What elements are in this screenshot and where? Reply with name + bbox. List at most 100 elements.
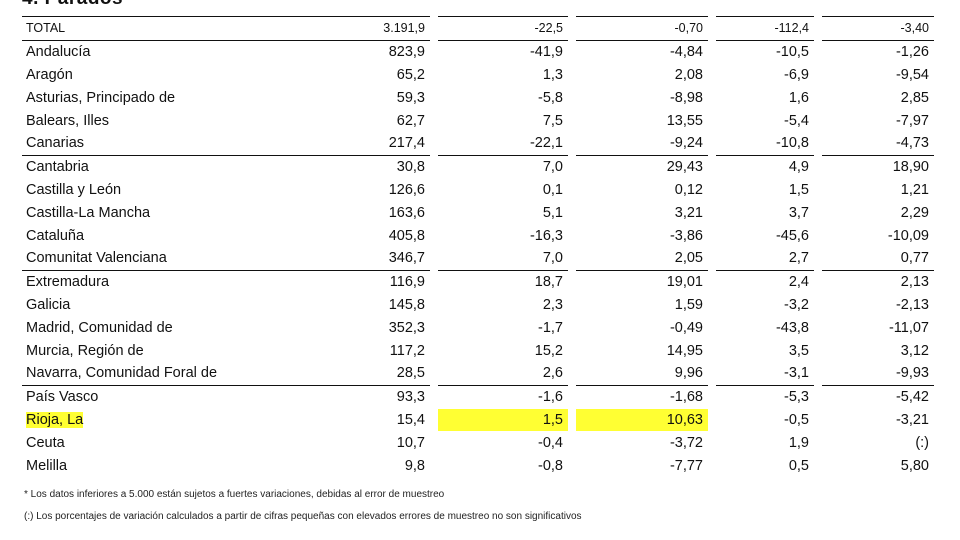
region-name: País Vasco <box>22 384 286 409</box>
value-cell: 19,01 <box>568 269 712 294</box>
value-cell: 1,59 <box>568 293 712 317</box>
table-row: Extremadura 116,9 18,7 19,01 2,4 2,13 <box>22 269 934 294</box>
table-row: Asturias, Principado de 59,3 -5,8 -8,98 1,6 2… <box>22 86 934 110</box>
table-title: 4. Parados <box>22 0 123 10</box>
value-cell: -8,98 <box>568 86 712 110</box>
value-cell: 1,9 <box>708 431 818 455</box>
table-row: Castilla-La Mancha 163,6 5,1 3,21 3,7 2,29 <box>22 201 934 225</box>
value-cell: 7,0 <box>430 154 572 179</box>
value-cell: 4,9 <box>708 154 818 179</box>
value-cell: 346,7 <box>388 250 425 267</box>
value-cell: 93,3 <box>286 384 434 409</box>
value-cell: 9,8 <box>404 457 425 474</box>
region-name: Murcia, Región de <box>26 342 144 359</box>
table-row: Galicia 145,8 2,3 1,59 -3,2 -2,13 <box>22 293 934 317</box>
value-cell: -4,84 <box>568 40 712 64</box>
value-cell: 29,43 <box>568 154 712 179</box>
total-row: TOTAL 3.191,9 -22,5 -0,70 -112,4 -3,40 <box>22 16 934 41</box>
footnote-sampling-error: * Los datos inferiores a 5.000 están suj… <box>24 489 445 500</box>
value-cell: -10,8 <box>708 131 818 156</box>
value-cell: 18,90 <box>814 154 934 179</box>
value-cell: 217,4 <box>388 135 425 152</box>
value-cell: 405,8 <box>388 227 425 244</box>
table-row: Melilla 9,8 -0,8 -7,77 0,5 5,80 <box>22 454 934 477</box>
value-cell: -43,8 <box>708 316 818 340</box>
value-cell: 10,7 <box>396 434 425 451</box>
value-cell: 65,2 <box>396 66 425 83</box>
region-name: Navarra, Comunidad Foral de <box>26 365 218 382</box>
value-cell: -3,2 <box>708 293 818 317</box>
unemployed-table: TOTAL 3.191,9 -22,5 -0,70 -112,4 -3,40 Andaluc… <box>22 16 934 477</box>
value-cell: 10,63 <box>568 408 712 432</box>
table-row: Madrid, Comunidad de 352,3 -1,7 -0,49 -43,8-… <box>22 316 934 340</box>
value-cell: -45,6 <box>708 224 818 247</box>
region-name: Andalucía <box>26 44 91 61</box>
value-cell: -22,1 <box>430 131 572 156</box>
value-cell: -5,42 <box>814 384 934 409</box>
region-name: TOTAL <box>22 16 286 41</box>
region-name: Ceuta <box>26 434 65 451</box>
value-cell: 2,05 <box>568 246 712 271</box>
table-row: Andalucía 823,9 -41,9 -4,84 -10,5 -1,26 <box>22 40 934 64</box>
value-cell: 1,5 <box>430 408 572 432</box>
value-cell: 2,3 <box>430 293 572 317</box>
table-row: Murcia, Región de 117,2 15,2 14,95 3,5 3,12 <box>22 339 934 362</box>
value-cell: 15,4 <box>396 411 425 428</box>
region-name: Madrid, Comunidad de <box>26 319 173 336</box>
value-cell: -0,5 <box>708 408 818 432</box>
value-cell: -16,3 <box>430 224 572 247</box>
value-cell: 5,1 <box>430 201 572 225</box>
region-name: Castilla-La Mancha <box>26 204 151 221</box>
value-cell: 145,8 <box>388 296 425 313</box>
value-cell: -11,07 <box>814 316 934 340</box>
value-cell: 5,80 <box>814 454 934 477</box>
value-cell: -6,9 <box>708 63 818 87</box>
region-name: Aragón <box>26 66 73 83</box>
table-row: País Vasco 93,3 -1,6 -1,68 -5,3 -5,42 <box>22 384 934 409</box>
value-cell: 0,5 <box>708 454 818 477</box>
value-cell: -7,77 <box>568 454 712 477</box>
value-cell: 2,6 <box>430 361 572 386</box>
value-cell: 3,7 <box>708 201 818 225</box>
value-cell: 7,5 <box>430 109 572 132</box>
table-row: Cantabria 30,8 7,0 29,43 4,9 18,90 <box>22 154 934 179</box>
value-cell: -41,9 <box>430 40 572 64</box>
region-name: Balears, Illes <box>26 112 110 129</box>
value-cell: -0,49 <box>568 316 712 340</box>
value-cell: -4,73 <box>814 131 934 156</box>
value-cell: 163,6 <box>388 204 425 221</box>
value-cell: 13,55 <box>568 109 712 132</box>
value-cell: -0,8 <box>430 454 572 477</box>
value-cell: 7,0 <box>430 246 572 271</box>
value-cell: 14,95 <box>568 339 712 362</box>
value-cell: 62,7 <box>396 112 425 129</box>
value-cell: 352,3 <box>388 319 425 336</box>
table-row: Aragón 65,2 1,3 2,08 -6,9 -9,54 <box>22 63 934 87</box>
table-row: Rioja, La 15,4 1,5 10,63 -0,5 -3,21 <box>22 408 934 432</box>
value-cell: 2,13 <box>814 269 934 294</box>
region-name: Cataluña <box>26 227 85 244</box>
region-name: Comunitat Valenciana <box>26 250 167 267</box>
value-cell: -10,09 <box>814 224 934 247</box>
region-name: Extremadura <box>22 269 286 294</box>
value-cell: 1,3 <box>430 63 572 87</box>
value-cell: -5,4 <box>708 109 818 132</box>
value-cell: -2,13 <box>814 293 934 317</box>
region-name: Rioja, La <box>22 409 286 432</box>
value-cell: 2,29 <box>814 201 934 225</box>
value-cell: 2,85 <box>814 86 934 110</box>
value-cell: -112,4 <box>708 16 818 41</box>
value-cell: 0,77 <box>814 246 934 271</box>
value-cell: 1,5 <box>708 178 818 202</box>
value-cell: -9,24 <box>568 131 712 156</box>
value-cell: 18,7 <box>430 269 572 294</box>
value-cell: -0,4 <box>430 431 572 455</box>
value-cell: 823,9 <box>388 44 425 61</box>
value-cell: 126,6 <box>388 181 425 198</box>
region-name: Melilla <box>26 457 68 474</box>
value-cell: -5,8 <box>430 86 572 110</box>
value-cell: 28,5 <box>396 365 425 382</box>
value-cell: -3,1 <box>708 361 818 386</box>
value-cell: -1,26 <box>814 40 934 64</box>
value-cell: 15,2 <box>430 339 572 362</box>
